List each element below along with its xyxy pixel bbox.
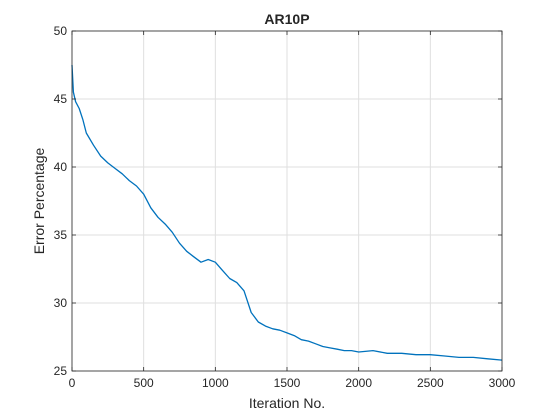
y-tick-label: 50 <box>54 24 68 38</box>
y-tick-label: 30 <box>54 296 68 310</box>
x-tick-label: 2500 <box>417 376 444 390</box>
x-tick-label: 3000 <box>489 376 516 390</box>
x-tick-label: 500 <box>134 376 154 390</box>
y-axis-label: Error Percentage <box>31 147 47 254</box>
y-tick-label: 25 <box>54 364 68 378</box>
y-tick-label: 40 <box>54 160 68 174</box>
chart-title: AR10P <box>264 11 309 27</box>
y-tick-label: 35 <box>54 228 68 242</box>
x-tick-label: 1000 <box>202 376 229 390</box>
x-tick-label: 0 <box>69 376 76 390</box>
x-axis-label: Iteration No. <box>249 395 325 411</box>
x-tick-label: 2000 <box>345 376 372 390</box>
ticks: 0 500 1000 1500 2000 2500 3000 25 30 35 40 45 50 <box>54 24 516 390</box>
series-line-0 <box>71 64 503 361</box>
series-layer <box>71 64 503 361</box>
x-tick-label: 1500 <box>274 376 301 390</box>
y-tick-label: 45 <box>54 92 68 106</box>
